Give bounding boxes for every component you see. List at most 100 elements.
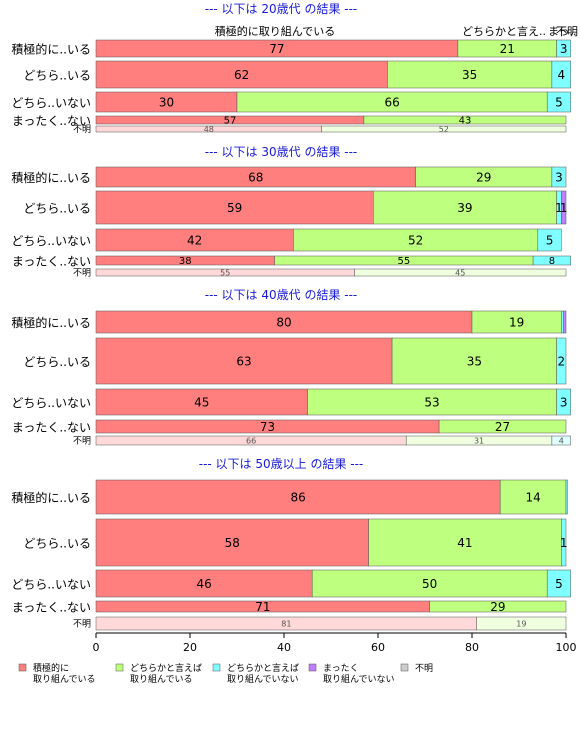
data-label: 3 xyxy=(560,42,568,56)
legend-swatch xyxy=(212,663,221,672)
data-label: 29 xyxy=(490,600,505,614)
x-tick-label: 40 xyxy=(277,641,291,654)
row-label: まったく..ない xyxy=(12,114,91,128)
x-tick-label: 100 xyxy=(556,641,577,654)
row-label: どちら..いない xyxy=(11,96,91,110)
bar-segment xyxy=(551,60,571,89)
bar-segment xyxy=(499,479,567,515)
bar-segment xyxy=(551,435,571,446)
data-label: 55 xyxy=(397,256,410,267)
legend-label: どちらかと言えば xyxy=(130,662,202,674)
row-label: どちら..いない xyxy=(11,396,91,410)
data-label: 3 xyxy=(560,395,568,409)
bar-segment xyxy=(546,91,571,113)
data-label: 53 xyxy=(424,395,439,409)
legend-swatch xyxy=(308,663,317,672)
bar-segment xyxy=(95,518,369,567)
data-label: 42 xyxy=(187,233,202,247)
row-label: 積極的に..いる xyxy=(11,42,91,57)
data-label: 35 xyxy=(467,354,482,368)
data-label: 1 xyxy=(555,201,563,215)
bar-segment xyxy=(438,419,567,434)
bar-segment xyxy=(95,337,393,385)
x-tick-label: 60 xyxy=(371,641,385,654)
bar-segment xyxy=(95,388,308,416)
row-label: まったく..ない xyxy=(12,601,91,615)
data-label: 14 xyxy=(525,490,540,504)
row-label: まったく..ない xyxy=(12,255,91,269)
legend-label: 取り組んでいない xyxy=(323,673,395,685)
x-tick-label: 80 xyxy=(465,641,479,654)
data-label: 4 xyxy=(559,436,564,445)
legend-swatch xyxy=(18,663,27,672)
legend-swatch xyxy=(400,663,409,672)
bar-segment xyxy=(95,60,388,89)
data-label: 19 xyxy=(516,619,526,628)
data-label: 5 xyxy=(555,577,563,591)
row-label: どちら..いる xyxy=(23,202,91,216)
data-label: 39 xyxy=(457,201,472,215)
panel-title: --- 以下は 20歳代 の結果 --- xyxy=(205,2,358,16)
top-annotation-right3: 不明 xyxy=(556,25,578,38)
data-label: 81 xyxy=(281,619,291,628)
data-label: 62 xyxy=(234,68,249,82)
data-label: 29 xyxy=(476,170,491,184)
bar-segment xyxy=(561,190,567,225)
data-label: 73 xyxy=(260,420,275,434)
row-label: どちら..いる xyxy=(23,355,91,369)
row-label: どちら..いない xyxy=(11,234,91,248)
data-label: 30 xyxy=(159,95,174,109)
row-label: どちら..いる xyxy=(23,69,91,83)
bar-segment xyxy=(561,518,567,567)
bar-segment xyxy=(321,125,567,133)
row-label: 積極的に..いる xyxy=(11,170,91,185)
bar-segment xyxy=(307,388,557,416)
top-annotation-center: 積極的に取り組んでいる xyxy=(215,24,335,38)
bar-segment xyxy=(563,310,567,334)
row-label: どちら..いる xyxy=(23,537,91,551)
legend-label: どちらかと言えば xyxy=(227,662,299,674)
bar-segment xyxy=(532,255,571,266)
data-label: 41 xyxy=(457,536,472,550)
bar-segment xyxy=(387,60,553,89)
data-label: 45 xyxy=(455,268,465,277)
bar-segment xyxy=(363,115,567,125)
bar-segment xyxy=(95,190,374,225)
legend-label: 取り組んでいる xyxy=(33,673,96,685)
data-label: 57 xyxy=(224,116,237,127)
data-label: 5 xyxy=(546,233,554,247)
legend-label: 取り組んでいない xyxy=(227,673,299,685)
data-label: 71 xyxy=(255,600,270,614)
data-label: 52 xyxy=(439,125,449,134)
bar-segment xyxy=(537,228,562,252)
legend-label: 取り組んでいる xyxy=(130,673,193,685)
data-label: 35 xyxy=(462,68,477,82)
data-label: 1 xyxy=(560,536,568,550)
data-label: 77 xyxy=(269,42,284,56)
data-label: 2 xyxy=(557,354,565,368)
top-annotation-right2: まっ.. xyxy=(548,25,577,38)
data-label: 5 xyxy=(555,95,563,109)
panel-title: --- 以下は 40歳代 の結果 --- xyxy=(205,288,358,302)
bar-segment xyxy=(551,166,567,188)
data-label: 31 xyxy=(474,436,484,445)
data-label: 4 xyxy=(557,68,565,82)
top-annotation-right: どちらかと言え.. xyxy=(462,25,546,38)
bar-segment xyxy=(476,616,567,631)
row-label: 不明 xyxy=(73,619,91,630)
data-label: 3 xyxy=(555,170,563,184)
row-label: 不明 xyxy=(73,268,91,279)
data-label: 46 xyxy=(196,577,211,591)
bar-segment xyxy=(95,569,313,598)
bar-segment xyxy=(311,569,548,598)
legend-swatch xyxy=(115,663,124,672)
data-label: 50 xyxy=(422,577,437,591)
panel-title: --- 以下は 50歳以上 の結果 --- xyxy=(199,457,364,471)
data-label: 21 xyxy=(500,42,515,56)
legend-label: 不明 xyxy=(415,663,433,674)
row-label: まったく..ない xyxy=(12,421,91,435)
data-label: 59 xyxy=(227,201,242,215)
data-label: 27 xyxy=(495,420,510,434)
data-label: 52 xyxy=(408,233,423,247)
